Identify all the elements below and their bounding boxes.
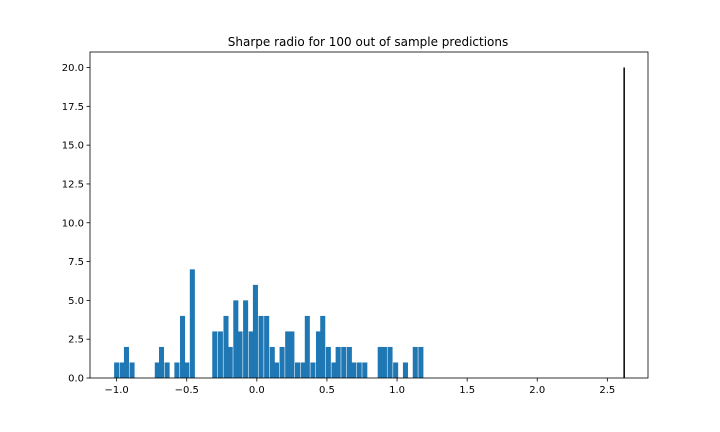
histogram-bar: [331, 362, 337, 378]
histogram-bar: [223, 315, 229, 378]
y-tick-label: 0.0: [68, 374, 84, 385]
histogram-bar: [356, 362, 362, 378]
histogram-bar: [212, 331, 218, 378]
histogram-bar: [341, 346, 347, 378]
histogram-bar: [258, 315, 264, 378]
histogram-bar: [227, 346, 233, 378]
histogram-bar: [119, 362, 125, 378]
histogram-bar: [381, 346, 387, 378]
histogram-bar: [304, 315, 310, 378]
histogram-bar: [174, 362, 180, 378]
histogram-bar: [285, 331, 291, 378]
x-tick-label: 1.0: [389, 385, 405, 396]
histogram-bar: [184, 362, 190, 378]
x-tick-label: 0.0: [249, 385, 265, 396]
histogram-bar: [233, 300, 239, 378]
histogram-bar: [264, 315, 270, 378]
histogram-bar: [387, 346, 393, 378]
histogram-bar: [164, 362, 170, 378]
y-tick-label: 5.0: [68, 296, 84, 307]
histogram-bar: [269, 346, 275, 378]
y-tick-label: 20.0: [62, 63, 84, 74]
histogram-bar: [316, 331, 322, 378]
x-axis-ticks: −1.0 −0.5 0.0 0.5 1.0 1.5 2.0 2.5: [104, 378, 615, 396]
histogram-bar: [346, 346, 352, 378]
x-tick-label: 0.5: [319, 385, 335, 396]
y-tick-label: 12.5: [62, 179, 84, 190]
histogram-bar: [418, 346, 424, 378]
histogram-bar: [189, 269, 195, 378]
histogram-bar: [310, 362, 316, 378]
histogram-bar: [243, 300, 249, 378]
x-tick-label: 1.5: [459, 385, 475, 396]
histogram-bar: [154, 362, 160, 378]
histogram-bar: [362, 362, 368, 378]
x-tick-label: 2.0: [529, 385, 545, 396]
histogram-bar: [351, 362, 357, 378]
histogram-bar: [217, 331, 223, 378]
histogram-bar: [158, 346, 165, 378]
y-tick-label: 17.5: [62, 102, 84, 113]
y-tick-label: 15.0: [62, 141, 84, 152]
chart-title: Sharpe radio for 100 out of sample predi…: [228, 35, 509, 49]
histogram-bar: [279, 346, 285, 378]
histogram-bar: [289, 331, 295, 378]
histogram-bar: [393, 362, 399, 378]
histogram-bar: [402, 362, 408, 378]
x-tick-label: 2.5: [599, 385, 615, 396]
y-tick-label: 7.5: [68, 257, 84, 268]
y-axis-ticks: 0.0 2.5 5.0 7.5 10.0 12.5 15.0 17.5 20.0: [62, 63, 90, 385]
histogram-bar: [300, 362, 306, 378]
histogram-bar: [237, 331, 243, 378]
histogram-bar: [114, 362, 120, 378]
histogram-bar: [335, 346, 341, 378]
x-tick-label: −0.5: [175, 385, 199, 396]
histogram-bar: [123, 346, 129, 378]
x-tick-label: −1.0: [104, 385, 128, 396]
histogram-bar: [129, 362, 135, 378]
y-tick-label: 2.5: [68, 335, 84, 346]
histogram-bar: [412, 346, 418, 378]
histogram-bar: [294, 362, 301, 378]
plot-area-frame: [89, 51, 649, 379]
histogram-bar: [273, 362, 279, 378]
y-tick-label: 10.0: [62, 218, 84, 229]
histogram-bar: [325, 346, 331, 378]
bars-group: [114, 269, 424, 378]
histogram-bar: [248, 331, 254, 378]
histogram-bar: [377, 346, 383, 378]
histogram-bar: [252, 284, 258, 378]
histogram-bar: [320, 315, 326, 378]
histogram-bar: [180, 315, 186, 378]
